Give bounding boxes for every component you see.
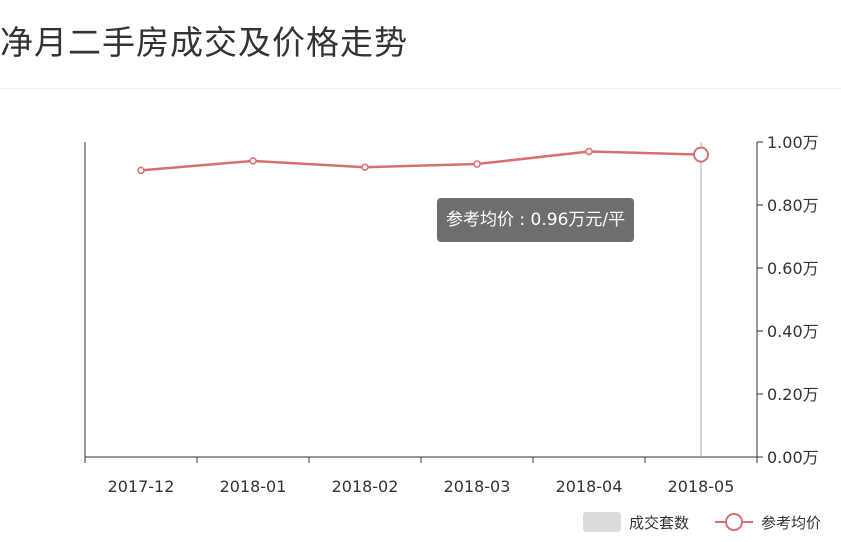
y-tick-label: 0.00万 — [767, 448, 819, 467]
x-tick-label: 2018-04 — [556, 477, 623, 496]
price-tooltip: 参考均价 : 0.96万元/平 — [437, 198, 635, 242]
x-tick-label: 2018-03 — [444, 477, 511, 496]
x-tick-label: 2017-12 — [108, 477, 175, 496]
y-tick-label: 0.20万 — [767, 385, 819, 404]
legend-label-avg-price: 参考均价 — [761, 513, 822, 532]
legend-item-deals[interactable]: 成交套数 — [583, 509, 689, 535]
title-divider — [0, 88, 841, 89]
legend-item-avg-price[interactable]: 参考均价 — [715, 509, 821, 535]
data-point — [249, 157, 257, 165]
highlighted-data-point — [693, 146, 709, 163]
data-point — [473, 160, 481, 168]
bar-swatch-icon — [583, 512, 621, 532]
y-tick-label: 0.60万 — [767, 259, 819, 278]
y-tick-label: 1.00万 — [767, 133, 819, 152]
series-line — [140, 150, 702, 172]
page-title: 净月二手房成交及价格走势 — [0, 23, 408, 62]
y-tick-label: 0.80万 — [767, 196, 819, 215]
x-tick-label: 2018-02 — [332, 477, 399, 496]
x-tick-label: 2018-01 — [220, 477, 287, 496]
x-tick-label: 2018-05 — [668, 477, 735, 496]
data-point — [361, 163, 369, 171]
data-point — [585, 147, 593, 156]
y-tick-label: 0.40万 — [767, 322, 819, 341]
legend-label-deals: 成交套数 — [629, 513, 690, 532]
data-point — [137, 166, 145, 175]
line-circle-swatch-icon — [715, 512, 753, 532]
